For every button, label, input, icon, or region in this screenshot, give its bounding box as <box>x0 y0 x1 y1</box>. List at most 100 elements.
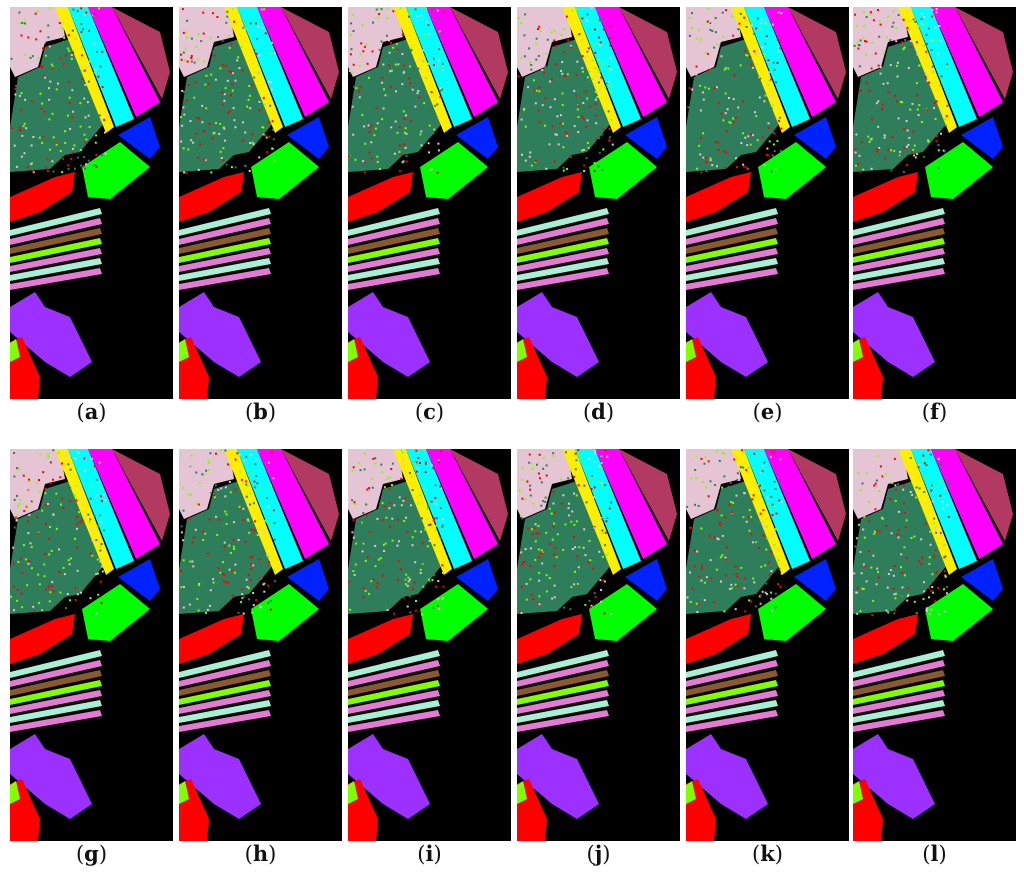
region-soil <box>853 172 918 222</box>
caption-k: (k) <box>752 841 783 866</box>
region-lettuce <box>619 7 677 99</box>
region-stripe-0 <box>517 208 609 236</box>
region-stripe-1 <box>10 660 102 687</box>
region-bottom-green <box>517 781 527 804</box>
region-lettuce <box>955 449 1013 541</box>
region-stripe-4 <box>686 248 778 272</box>
region-grapes <box>517 481 612 614</box>
region-purple <box>348 734 430 819</box>
region-bottom-green <box>686 781 696 804</box>
region-lettuce <box>788 449 846 541</box>
region-lettuce <box>112 449 170 541</box>
region-broccoli <box>287 117 329 159</box>
region-purple <box>179 734 261 819</box>
region-stripe-0 <box>10 208 102 236</box>
region-stripe-5 <box>853 258 945 281</box>
region-stripe-6 <box>853 268 945 290</box>
region-stripe-1 <box>517 218 609 245</box>
region-stripe-2 <box>853 670 945 696</box>
region-lettuce <box>955 7 1013 99</box>
region-stripe-1 <box>517 660 609 687</box>
region-stripe-4 <box>10 690 102 714</box>
classification-map-h <box>179 449 342 841</box>
region-broccoli <box>456 559 498 601</box>
region-fallow-smooth <box>758 584 826 641</box>
region-purple <box>517 734 599 819</box>
classification-map-l <box>853 449 1016 841</box>
region-stripe-4 <box>179 248 271 272</box>
region-stubble <box>88 7 160 117</box>
map-canvas <box>348 449 511 841</box>
region-soil <box>517 172 582 222</box>
region-fallow-strip <box>393 7 452 133</box>
classification-map-b <box>179 7 342 399</box>
region-purple <box>853 734 935 819</box>
region-soil <box>179 614 244 664</box>
region-stripe-4 <box>10 248 102 272</box>
region-fallow-strip <box>562 7 621 133</box>
classification-map-c <box>348 7 511 399</box>
region-grapes <box>853 481 948 614</box>
speckle-noise <box>10 7 107 174</box>
region-stripe-2 <box>517 670 609 696</box>
region-purple <box>686 292 768 377</box>
region-stripe-5 <box>348 700 440 723</box>
region-lettuce <box>619 449 677 541</box>
region-lettuce <box>450 7 508 99</box>
region-fallow-strip <box>562 449 621 575</box>
region-stripe-2 <box>853 228 945 254</box>
region-stripe-6 <box>10 268 102 290</box>
region-stripe-0 <box>686 208 778 236</box>
caption-d: (d) <box>582 399 615 424</box>
speckle-noise <box>853 8 949 173</box>
caption-i: (i) <box>417 841 442 866</box>
region-stubble <box>426 449 498 559</box>
region-bottom-green <box>686 339 696 362</box>
region-stripe-6 <box>853 710 945 732</box>
map-canvas <box>10 7 173 399</box>
region-stripe-1 <box>853 660 945 687</box>
region-stripe-6 <box>348 268 440 290</box>
region-stubble <box>764 449 836 559</box>
region-vineyard-top <box>517 449 572 519</box>
region-stripe-2 <box>10 670 102 696</box>
classification-map-f <box>853 7 1016 399</box>
speckle-noise <box>348 449 445 616</box>
region-broccoli <box>794 559 836 601</box>
region-vineyard-top <box>348 449 403 519</box>
region-stripe-5 <box>179 258 271 281</box>
region-fallow-smooth <box>82 584 150 641</box>
region-stripe-6 <box>686 710 778 732</box>
region-stripe-4 <box>348 690 440 714</box>
caption-g: (g) <box>75 841 108 866</box>
caption-l: (l) <box>922 841 947 866</box>
region-stripe-1 <box>179 660 271 687</box>
region-fallow-smooth <box>589 584 657 641</box>
region-stripe-5 <box>853 700 945 723</box>
region-stripe-2 <box>10 228 102 254</box>
region-stripe-0 <box>10 650 102 678</box>
region-stripe-0 <box>517 650 609 678</box>
region-stripe-6 <box>10 710 102 732</box>
region-grapes <box>853 39 948 172</box>
region-stripe-6 <box>686 268 778 290</box>
region-stripe-5 <box>10 700 102 723</box>
region-purple <box>10 734 92 819</box>
region-purple <box>853 292 935 377</box>
region-fallow-smooth <box>589 142 657 199</box>
region-vineyard-top <box>853 7 908 77</box>
region-stripe-4 <box>179 690 271 714</box>
region-broccoli <box>625 117 667 159</box>
region-stubble <box>764 7 836 117</box>
region-grapes <box>179 39 274 172</box>
region-broccoli <box>456 117 498 159</box>
region-stubble <box>931 449 1003 559</box>
region-stripe-4 <box>686 690 778 714</box>
region-celery <box>237 7 303 127</box>
speckle-noise <box>517 7 614 172</box>
region-stripe-1 <box>686 660 778 687</box>
region-lettuce <box>788 7 846 99</box>
region-bottom-green <box>853 339 863 362</box>
region-bottom-green <box>517 339 527 362</box>
region-vineyard-top <box>686 7 741 77</box>
